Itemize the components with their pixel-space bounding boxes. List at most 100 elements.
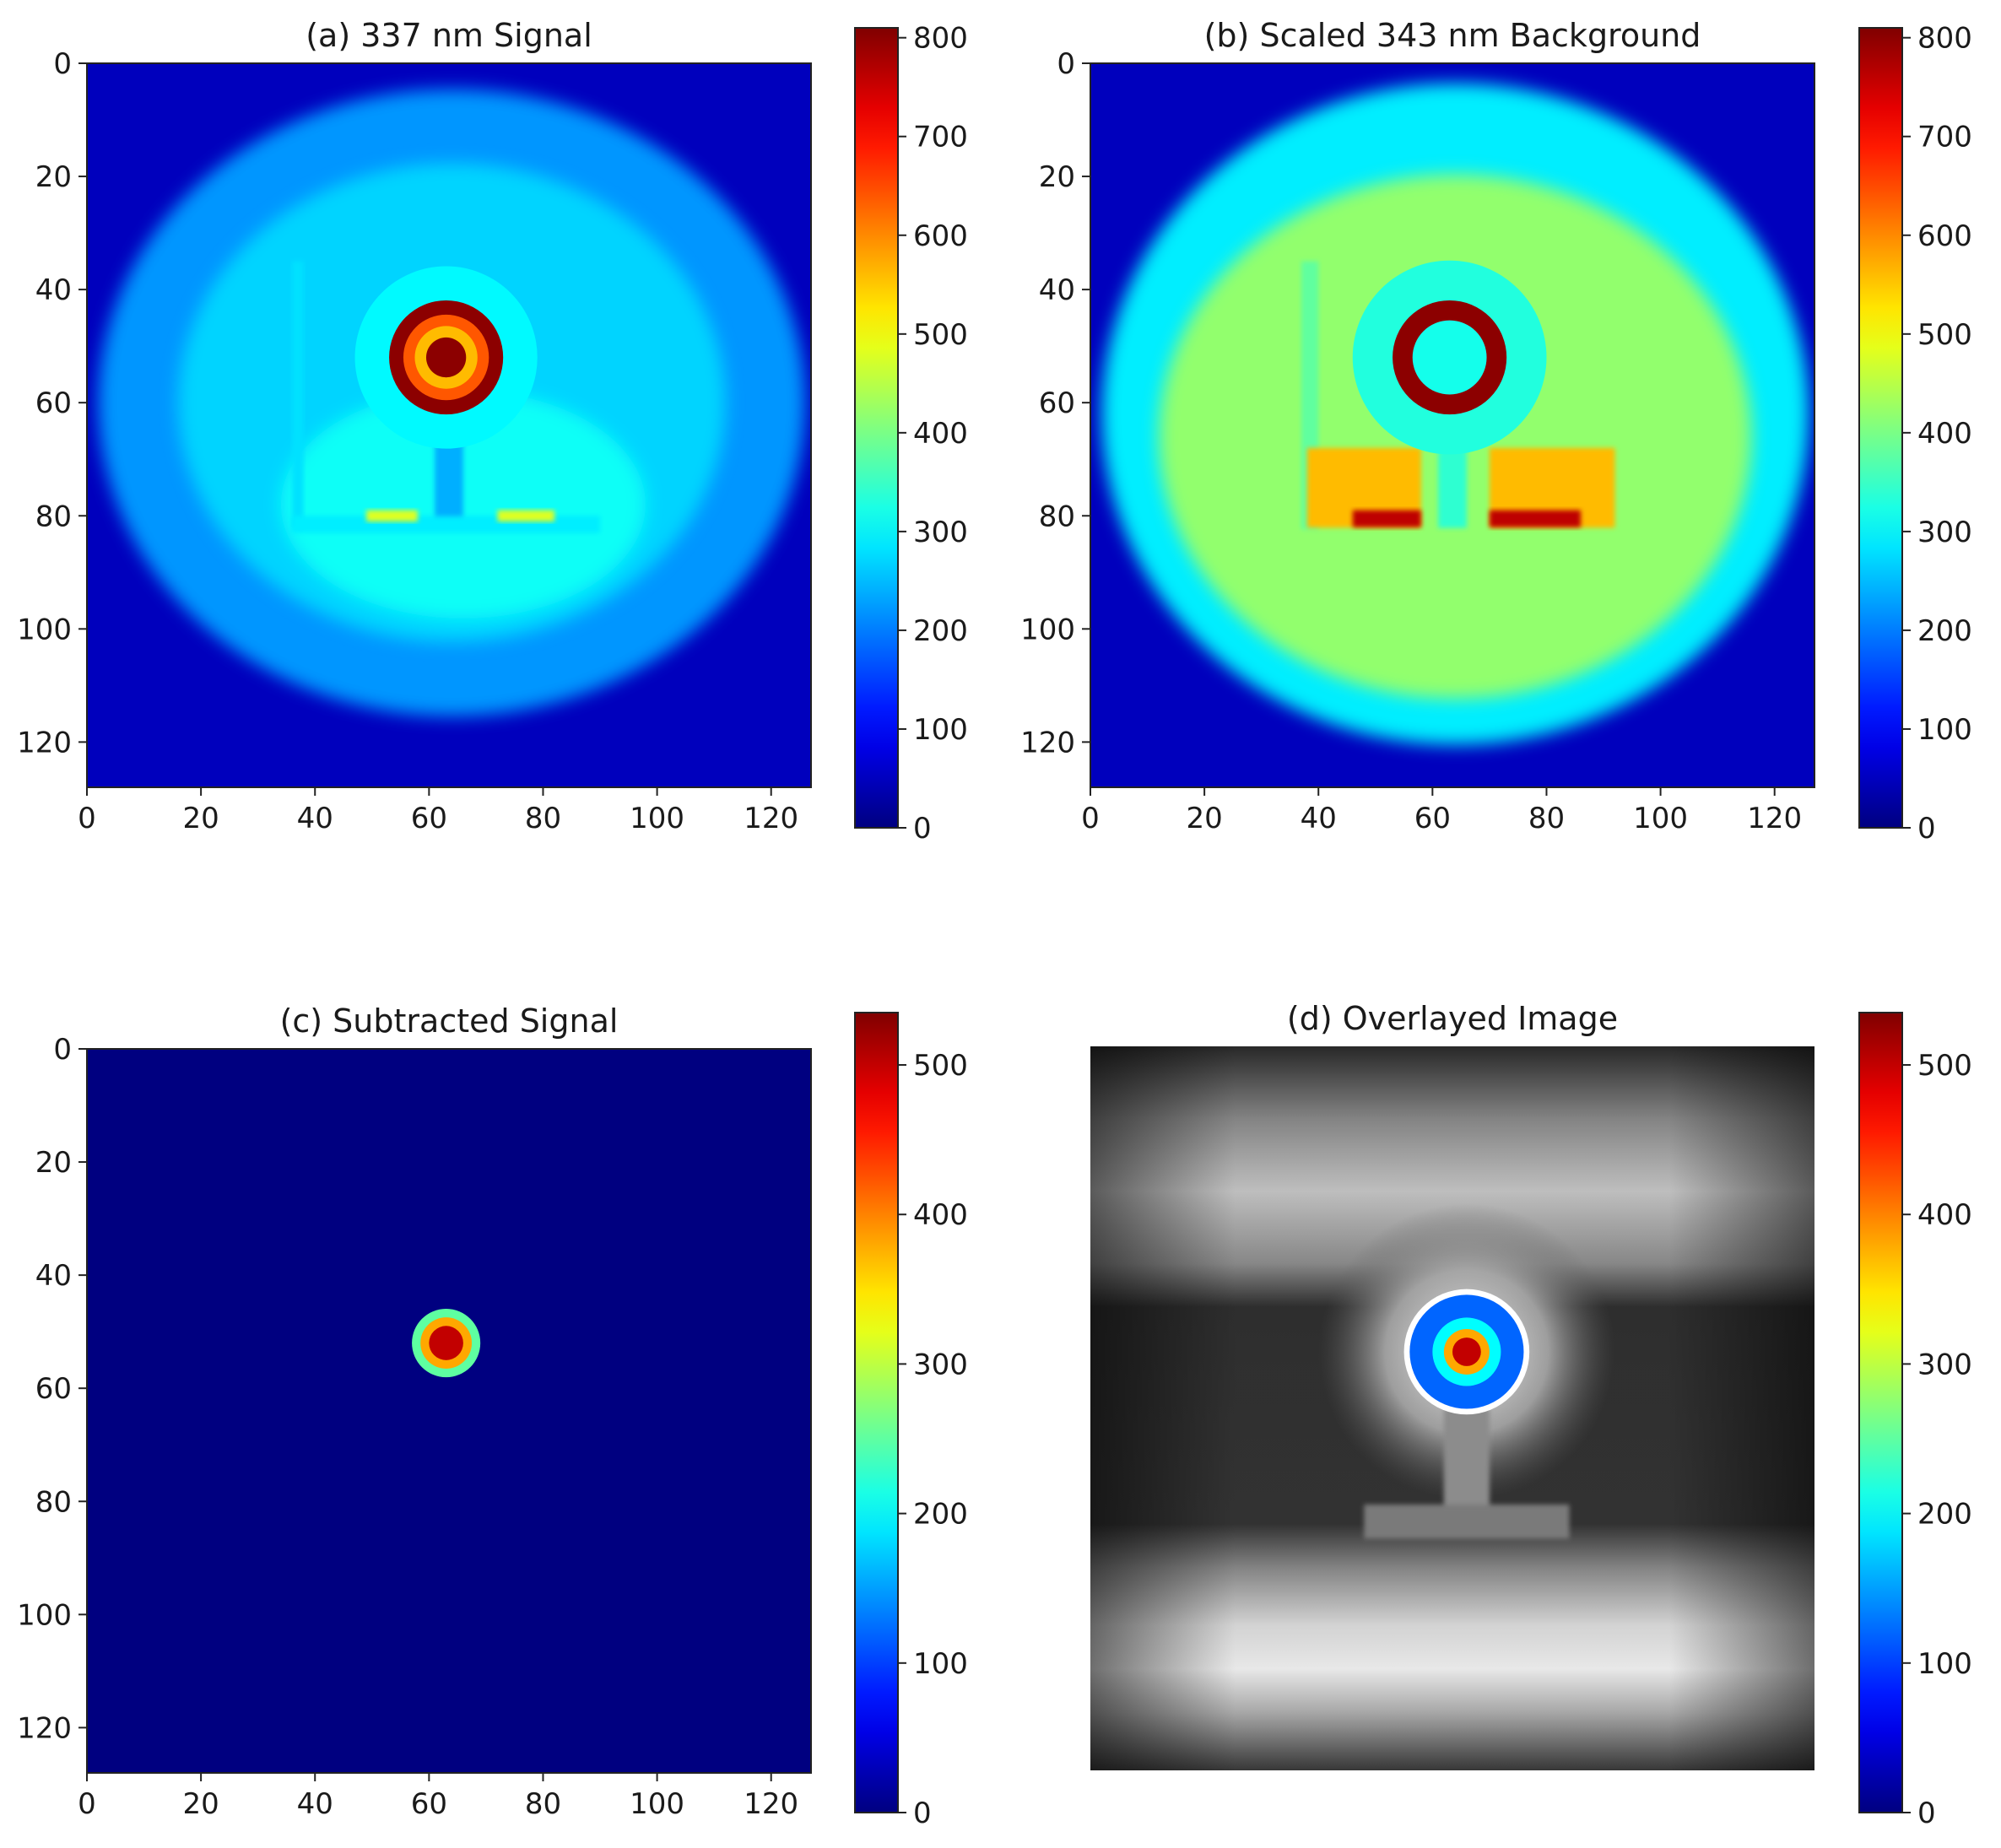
y-tick-label: 100 [17, 1598, 72, 1632]
colorbar-tick-label: 500 [1917, 1049, 1972, 1083]
heatmap-image [87, 63, 811, 787]
x-tick-label: 40 [297, 802, 333, 835]
heatmap-disk-12 [425, 337, 467, 378]
colorbar: 0 100 200 300 400 500 [854, 1012, 968, 1830]
panel-c: 0 20 40 60 80 100 120 0 20 40 60 80 100 120 (c) Subtra… [17, 1002, 968, 1830]
colorbar: 0 100 200 300 400 500 600 700 800 [854, 22, 968, 846]
colorbar-tick-label: 100 [913, 713, 968, 747]
colorbar-tick-label: 0 [913, 812, 932, 846]
panel-title: (c) Subtracted Signal [280, 1002, 619, 1040]
heatmap-disk-3 [1452, 1337, 1481, 1366]
heatmap-background [87, 1049, 811, 1773]
colorbar-tick-label: 700 [913, 121, 968, 154]
colorbar-gradient [1858, 27, 1903, 829]
axes-frame [86, 62, 812, 788]
y-tick-label: 40 [35, 273, 72, 307]
y-tick-label: 100 [17, 613, 72, 646]
x-tick-label: 80 [1528, 802, 1565, 835]
y-tick-label: 60 [35, 1372, 72, 1406]
panel-title: (b) Scaled 343 nm Background [1204, 17, 1701, 54]
heatmap-image [1090, 1046, 1814, 1770]
x-tick-label: 80 [525, 1787, 561, 1821]
x-tick-label: 0 [78, 1787, 96, 1821]
colorbar-gradient [1858, 1012, 1903, 1813]
colorbar-tick-label: 300 [1917, 516, 1972, 549]
colorbar-tick-label: 100 [913, 1647, 968, 1681]
y-tick-label: 60 [1039, 386, 1075, 420]
y-tick-label: 120 [17, 1711, 72, 1745]
x-tick-label: 0 [78, 802, 96, 835]
x-tick-label: 20 [182, 802, 219, 835]
colorbar-tick-label: 500 [913, 1049, 968, 1083]
y-tick-label: 20 [35, 160, 72, 194]
colorbar-tick-label: 600 [1917, 219, 1972, 253]
colorbar-tick-label: 300 [1917, 1348, 1972, 1381]
y-tick-label: 100 [1020, 613, 1075, 646]
x-tick-label: 120 [744, 1787, 798, 1821]
panel-title: (d) Overlayed Image [1287, 1000, 1618, 1037]
sample-stem [1443, 1408, 1490, 1511]
heatmap-region-5 [1352, 510, 1421, 527]
colorbar-tick-label: 100 [1917, 1647, 1972, 1681]
axes-frame [86, 1048, 812, 1774]
heatmap-image [87, 1049, 811, 1773]
x-tick-label: 100 [1633, 802, 1688, 835]
colorbar-tick-label: 400 [1917, 417, 1972, 451]
y-tick-label: 80 [1039, 500, 1075, 533]
x-tick-label: 120 [1747, 802, 1802, 835]
x-tick-label: 120 [744, 802, 798, 835]
colorbar-tick-label: 300 [913, 516, 968, 549]
x-tick-label: 80 [525, 802, 561, 835]
heatmap-region-5 [366, 510, 418, 522]
colorbar-tick-label: 400 [913, 417, 968, 451]
x-tick-label: 100 [630, 1787, 684, 1821]
x-tick-label: 60 [411, 1787, 447, 1821]
colorbar-tick-label: 200 [1917, 614, 1972, 648]
colorbar-tick-label: 0 [1917, 812, 1936, 846]
x-tick-label: 0 [1081, 802, 1100, 835]
colorbar-tick-label: 400 [1917, 1198, 1972, 1232]
colorbar-gradient [854, 1012, 899, 1813]
heatmap-region-6 [497, 510, 554, 522]
colorbar-tick-label: 200 [913, 1498, 968, 1532]
x-tick-label: 20 [1186, 802, 1222, 835]
colorbar: 0 100 200 300 400 500 [1858, 1012, 1972, 1830]
sample-base [1364, 1504, 1570, 1539]
x-tick-label: 40 [1301, 802, 1337, 835]
x-tick-label: 60 [411, 802, 447, 835]
colorbar-tick-label: 0 [1917, 1797, 1936, 1830]
colorbar-tick-label: 200 [913, 614, 968, 648]
colorbar-tick-label: 400 [913, 1198, 968, 1232]
heatmap-region-6 [1489, 510, 1582, 527]
colorbar-tick-label: 500 [913, 318, 968, 352]
y-tick-label: 80 [35, 500, 72, 533]
panel-b: 0 20 40 60 80 100 120 0 20 40 60 80 100 120 (b) Scaled… [1020, 17, 1972, 846]
colorbar-tick-label: 300 [913, 1348, 968, 1381]
y-tick-label: 120 [17, 726, 72, 759]
axes-frame [1090, 62, 1815, 788]
panel-a: 0 20 40 60 80 100 120 0 20 40 60 80 100 120 (a) 337 nm… [17, 17, 968, 846]
y-tick-label: 40 [35, 1259, 72, 1293]
x-tick-label: 20 [182, 1787, 219, 1821]
heatmap-image [1090, 63, 1814, 787]
colorbar-tick-label: 0 [913, 1797, 932, 1830]
panel-d: (d) Overlayed Image 0 100 200 300 400 500 [1090, 1000, 1972, 1830]
panel-title: (a) 337 nm Signal [306, 17, 592, 54]
colorbar-tick-label: 700 [1917, 121, 1972, 154]
y-tick-label: 20 [1039, 160, 1075, 194]
colorbar-tick-label: 600 [913, 219, 968, 253]
colorbar-tick-label: 800 [1917, 22, 1972, 56]
colorbar-tick-label: 500 [1917, 318, 1972, 352]
y-tick-label: 60 [35, 386, 72, 420]
y-tick-label: 40 [1039, 273, 1075, 307]
x-tick-label: 100 [630, 802, 684, 835]
y-tick-label: 20 [35, 1146, 72, 1180]
colorbar-tick-label: 100 [1917, 713, 1972, 747]
heatmap-disk-10 [1412, 320, 1487, 395]
heatmap-region-3 [292, 261, 304, 530]
colorbar-tick-label: 200 [1917, 1498, 1972, 1532]
y-tick-label: 0 [53, 47, 72, 81]
colorbar-tick-label: 800 [913, 22, 968, 56]
x-tick-label: 60 [1414, 802, 1451, 835]
